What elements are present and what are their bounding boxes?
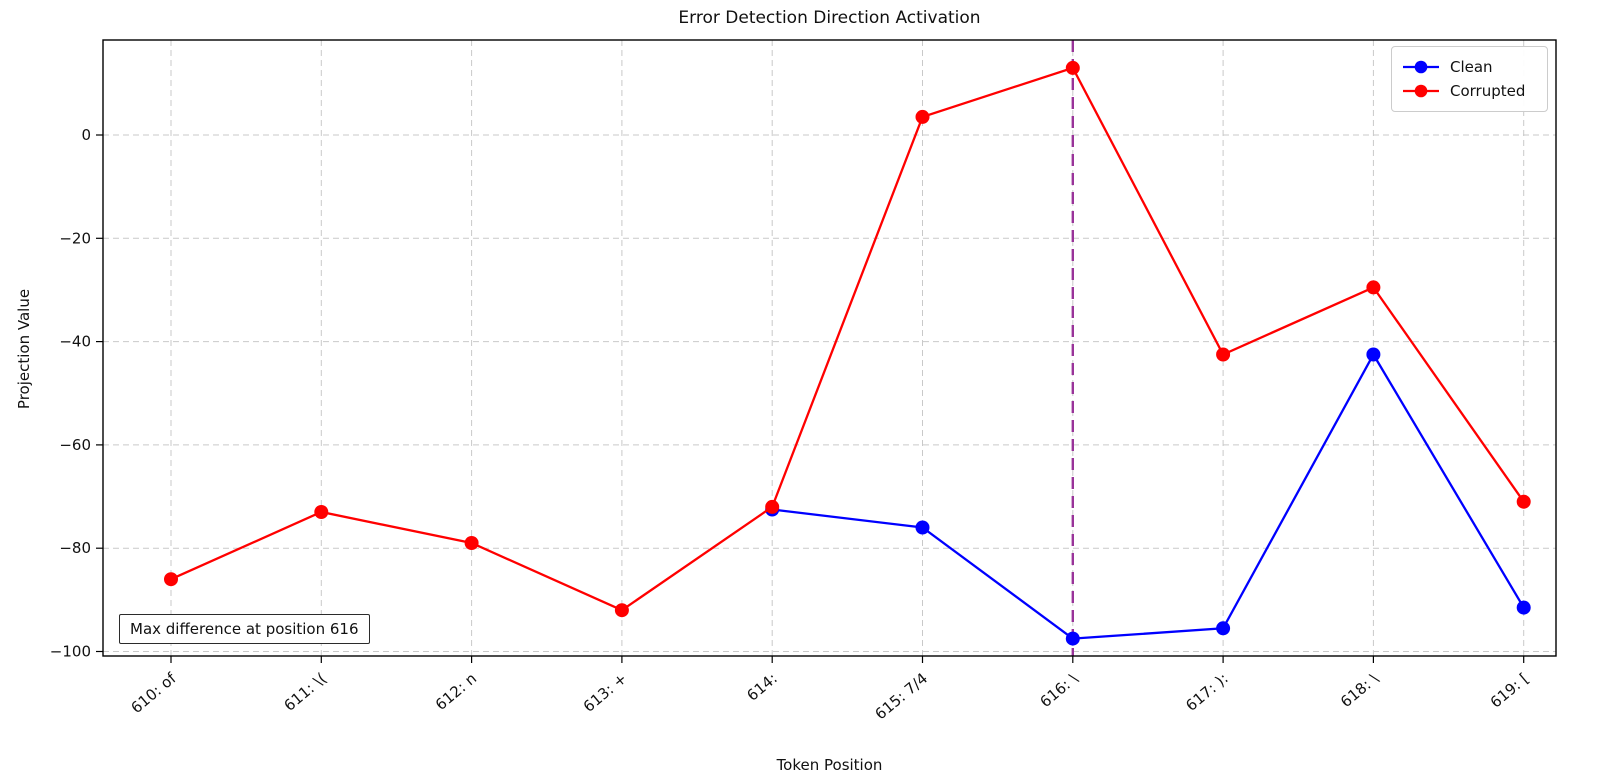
data-point-clean: [915, 520, 930, 535]
data-point-corrupted: [164, 572, 178, 587]
series-line-corrupted: [170, 66, 1525, 612]
legend: Clean Corrupted: [1391, 46, 1548, 112]
legend-label-corrupted: Corrupted: [1450, 82, 1526, 100]
legend-entry-corrupted: Corrupted: [1402, 79, 1537, 103]
legend-label-clean: Clean: [1450, 58, 1493, 76]
data-point-corrupted: [1516, 494, 1531, 509]
data-point-corrupted: [1065, 60, 1080, 75]
data-point-clean: [1516, 600, 1531, 615]
data-point-corrupted: [614, 603, 629, 618]
x-tick-label: 615: 7/4: [872, 669, 932, 723]
y-axis-label: Projection Value: [15, 288, 33, 410]
y-tick-label: −100: [50, 643, 91, 661]
plot-frame: [102, 39, 1557, 657]
legend-entry-clean: Clean: [1402, 55, 1537, 79]
chart-title: Error Detection Direction Activation: [678, 8, 981, 28]
y-tick-label: −20: [59, 229, 91, 247]
x-tick-label: 612: n: [432, 669, 480, 714]
data-point-corrupted: [1366, 280, 1381, 295]
data-point-clean: [1065, 631, 1080, 646]
x-tick-label: 610: of: [127, 669, 180, 717]
data-point-corrupted: [765, 499, 780, 514]
data-point-clean: [1366, 347, 1381, 362]
x-tick-label: 619: [: [1487, 669, 1533, 711]
annotation-box: Max difference at position 616: [119, 614, 370, 644]
x-tick-label: 617: ):: [1182, 669, 1231, 715]
x-tick-label: 613: +: [580, 669, 631, 716]
data-point-corrupted: [314, 505, 329, 519]
x-tick-label: 618: \: [1337, 669, 1383, 711]
x-axis-label: Token Position: [776, 756, 883, 774]
y-tick-label: 0: [81, 126, 91, 144]
x-tick-label: 611: \(: [280, 669, 329, 715]
y-tick-label: −80: [59, 539, 91, 557]
data-point-corrupted: [915, 109, 930, 124]
data-point-clean: [1216, 621, 1231, 636]
data-point-corrupted: [464, 536, 479, 550]
x-tick-label: 616: \: [1036, 669, 1082, 711]
x-tick-label: 614:: [743, 669, 780, 704]
y-tick-label: −40: [59, 333, 91, 351]
legend-line-clean-icon: [1403, 60, 1439, 74]
y-tick-label: −60: [59, 436, 91, 454]
data-point-corrupted: [1216, 347, 1231, 362]
legend-line-corrupted-icon: [1403, 84, 1439, 98]
series-line-clean: [772, 352, 1525, 640]
